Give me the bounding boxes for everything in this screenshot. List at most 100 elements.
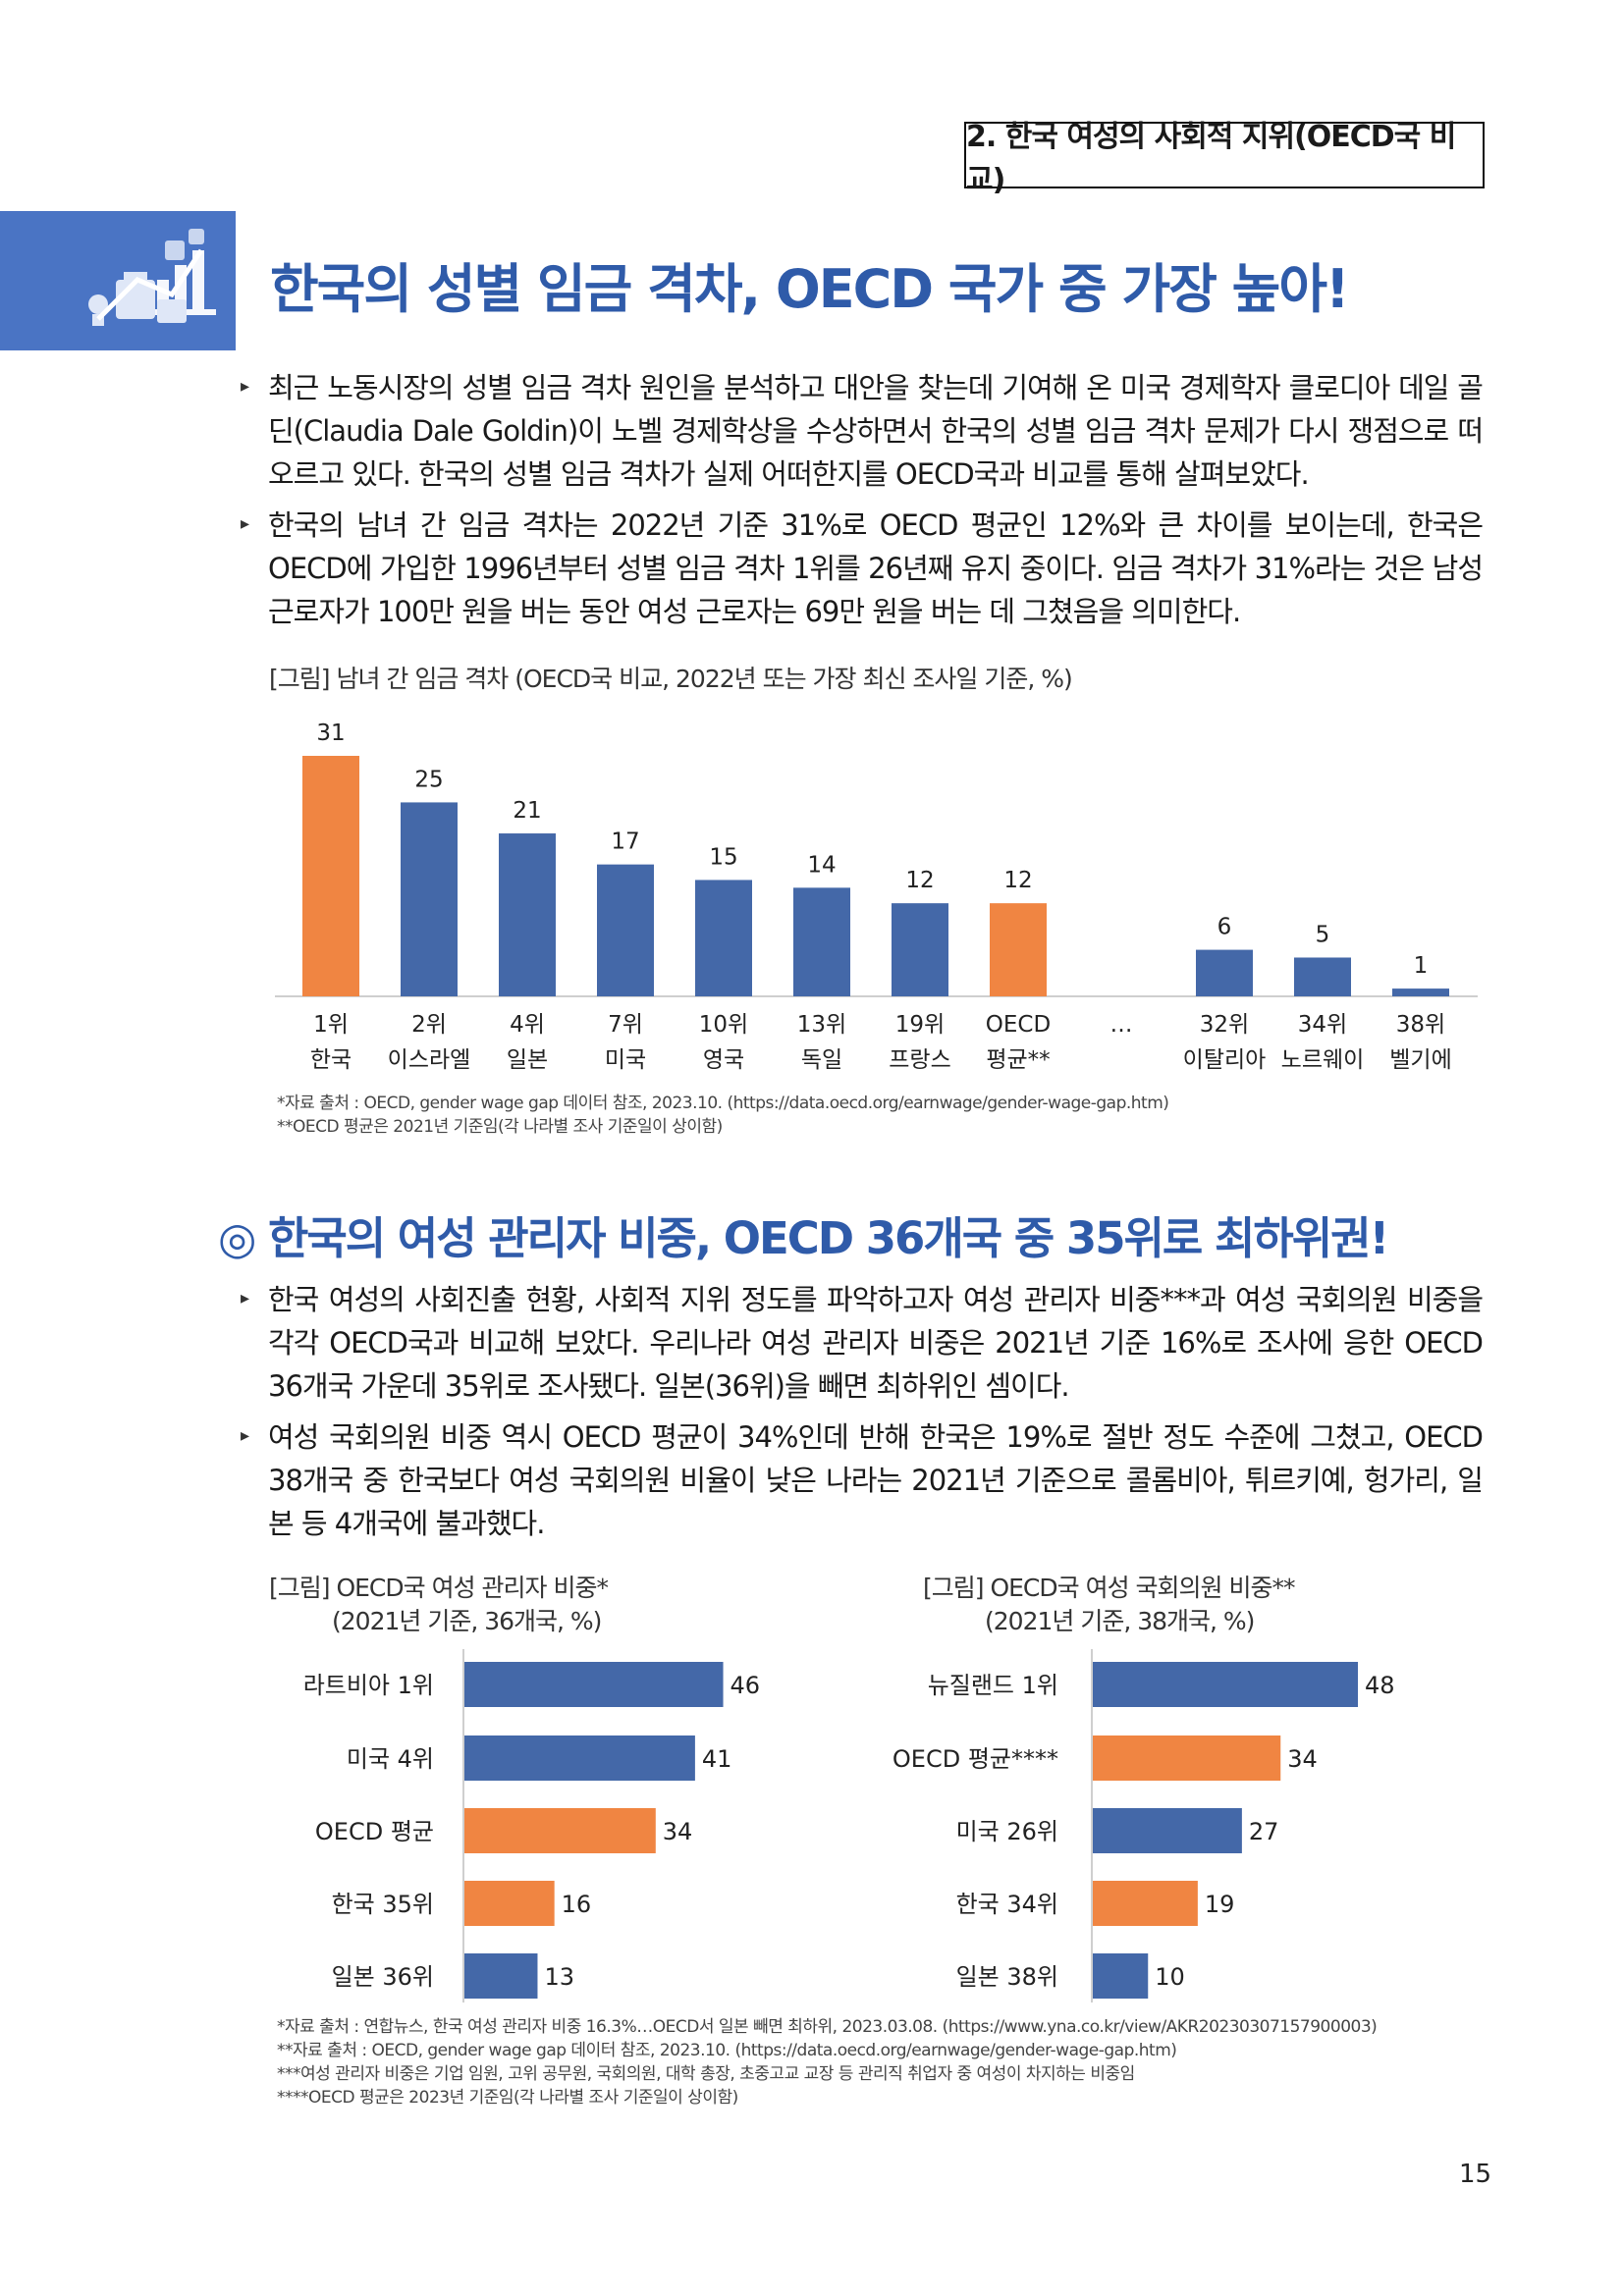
female-managers-chart: 46 라트비아 1위 41 미국 4위 34 OECD 평균 16 한국 35위 13 일본 36…: [303, 1649, 761, 2002]
double-circle-icon: ◎: [218, 1212, 256, 1264]
data-label: 1: [1414, 953, 1429, 979]
bar: [1196, 949, 1253, 996]
category-label: 일본 36위: [332, 1963, 434, 1991]
bar: [1093, 1881, 1198, 1926]
tick-label-rank: 32위: [1200, 1012, 1249, 1038]
tick-label-rank: 1위: [313, 1012, 349, 1038]
section1-paragraph-1: ▸ 최근 노동시장의 성별 임금 격차 원인을 분석하고 대안을 찾는데 기여해…: [241, 366, 1484, 496]
figure2-caption-line2: (2021년 기준, 36개국, %): [332, 1607, 602, 1635]
section2-source-1: *자료 출처 : 연합뉴스, 한국 여성 관리자 비중 16.3%…OECD서 …: [277, 2017, 1378, 2037]
data-label: 16: [562, 1891, 592, 1918]
tick-label-rank: 13위: [797, 1012, 846, 1038]
tick-label-rank: 19위: [895, 1012, 945, 1038]
tick-label-country: 이탈리아: [1183, 1047, 1267, 1073]
category-label: OECD 평균****: [893, 1745, 1058, 1773]
data-label: 34: [663, 1818, 693, 1845]
data-label: 48: [1365, 1672, 1395, 1699]
section1-source-2: **OECD 평균은 2021년 기준임(각 나라별 조사 기준일이 상이함): [277, 1117, 723, 1137]
bar: [1392, 988, 1449, 996]
bar: [464, 1808, 656, 1853]
category-label: 라트비아 1위: [303, 1672, 434, 1699]
data-label: 46: [730, 1672, 761, 1699]
tick-label-country: 평균**: [986, 1047, 1050, 1073]
tick-label-country: 독일: [801, 1047, 842, 1073]
data-label: 10: [1155, 1963, 1185, 1991]
tick-label-country: 일본: [507, 1047, 548, 1073]
bullet-icon: ▸: [241, 1425, 249, 1446]
section2-source-4: ****OECD 평균은 2023년 기준임(각 나라별 조사 기준일이 상이함…: [277, 2088, 738, 2108]
bullet-icon: ▸: [241, 376, 249, 397]
tick-label-country: 노르웨이: [1281, 1047, 1365, 1073]
section2-paragraph-1: ▸ 한국 여성의 사회진출 현황, 사회적 지위 정도를 파악하고자 여성 관리…: [241, 1278, 1484, 1408]
tick-label-rank: 10위: [699, 1012, 748, 1038]
tick-label-country: 한국: [310, 1047, 352, 1073]
data-label: 12: [1003, 868, 1032, 893]
ellipsis-label: …: [1110, 1012, 1133, 1038]
section1-source-1: *자료 출처 : OECD, gender wage gap 데이터 참조, 2…: [277, 1094, 1169, 1113]
data-label: 14: [807, 852, 836, 878]
data-label: 27: [1249, 1818, 1279, 1845]
data-label: 34: [1287, 1745, 1318, 1773]
data-label: 17: [611, 829, 639, 855]
data-label: 15: [709, 844, 737, 870]
figure2-caption-line1: [그림] OECD국 여성 관리자 비중*: [269, 1574, 609, 1602]
bar: [892, 903, 948, 996]
bar: [302, 756, 359, 996]
tick-label-country: 프랑스: [889, 1047, 950, 1073]
tick-label-country: 벨기에: [1389, 1047, 1451, 1073]
section2-source-3: ***여성 관리자 비중은 기업 임원, 고위 공무원, 국회의원, 대학 총장…: [277, 2064, 1135, 2084]
category-label: 한국 34위: [956, 1891, 1058, 1918]
bar: [695, 880, 752, 996]
bar: [793, 887, 850, 996]
data-label: 31: [316, 721, 345, 746]
tick-label-country: 미국: [605, 1047, 646, 1073]
figure3-caption-line2: (2021년 기준, 38개국, %): [985, 1607, 1255, 1635]
tick-label-country: 영국: [703, 1047, 744, 1073]
section2-source-2: **자료 출처 : OECD, gender wage gap 데이터 참조, …: [277, 2041, 1177, 2060]
category-label: OECD 평균: [315, 1818, 434, 1845]
tick-label-rank: 4위: [510, 1012, 545, 1038]
bar: [1093, 1662, 1358, 1707]
bullet-icon: ▸: [241, 513, 249, 534]
tick-label-rank: 7위: [608, 1012, 643, 1038]
bar: [1093, 1808, 1242, 1853]
section2-title-text: 한국의 여성 관리자 비중, OECD 36개국 중 35위로 최하위권!: [267, 1212, 1389, 1264]
data-label: 21: [513, 798, 541, 824]
bar: [499, 833, 556, 996]
category-label: 미국 26위: [956, 1818, 1058, 1845]
section1-title: 한국의 성별 임금 격차, OECD 국가 중 가장 높아!: [270, 258, 1350, 320]
bar: [597, 864, 654, 996]
tick-label-rank: 38위: [1396, 1012, 1445, 1038]
page-number: 15: [1459, 2160, 1492, 2189]
category-label: 뉴질랜드 1위: [928, 1672, 1058, 1699]
figure1-caption: [그림] 남녀 간 임금 격차 (OECD국 비교, 2022년 또는 가장 최…: [269, 665, 1073, 693]
bar: [464, 1881, 555, 1926]
bar: [464, 1735, 695, 1781]
tick-label-country: 이스라엘: [388, 1047, 471, 1073]
bar: [1294, 957, 1351, 996]
data-label: 41: [702, 1745, 732, 1773]
bar: [464, 1662, 724, 1707]
bar: [1093, 1953, 1149, 1999]
data-label: 6: [1217, 915, 1232, 940]
tick-label-rank: 34위: [1298, 1012, 1347, 1038]
female-legislators-chart: 48 뉴질랜드 1위 34 OECD 평균**** 27 미국 26위 19 한국 34위 10…: [893, 1649, 1395, 2002]
data-label: 19: [1205, 1891, 1235, 1918]
data-label: 12: [905, 868, 934, 893]
tick-label-rank: 2위: [411, 1012, 447, 1038]
bar: [464, 1953, 538, 1999]
tick-label-rank: OECD: [986, 1012, 1051, 1038]
figure3-caption-line1: [그림] OECD국 여성 국회의원 비중**: [923, 1574, 1295, 1602]
category-label: 미국 4위: [347, 1745, 434, 1773]
data-label: 13: [544, 1963, 574, 1991]
section2-title: ◎ 한국의 여성 관리자 비중, OECD 36개국 중 35위로 최하위권!: [218, 1202, 1389, 1266]
bar: [1093, 1735, 1281, 1781]
category-label: 한국 35위: [332, 1891, 434, 1918]
section1-paragraph-2: ▸ 한국의 남녀 간 임금 격차는 2022년 기준 31%로 OECD 평균인…: [241, 504, 1484, 633]
bullet-icon: ▸: [241, 1288, 249, 1308]
chart-illustration-icon: [0, 211, 236, 350]
data-label: 25: [414, 767, 443, 792]
bar: [990, 903, 1047, 996]
section-label: 2. 한국 여성의 사회적 지위(OECD국 비교): [964, 120, 1485, 197]
